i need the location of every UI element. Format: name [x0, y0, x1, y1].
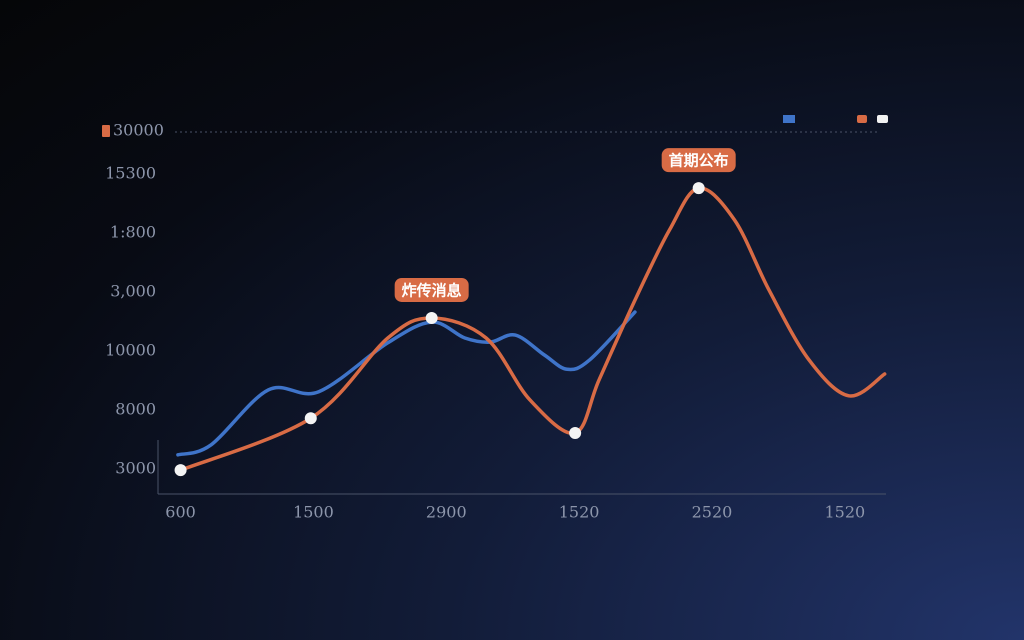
legend-swatch — [102, 125, 110, 137]
annotation-box — [394, 277, 469, 302]
series-line — [178, 186, 887, 472]
point-marker — [569, 427, 582, 440]
x-tick-label: 600 — [165, 503, 196, 522]
y-tick-label: 1:800 — [110, 223, 156, 242]
x-tick-label: 2900 — [426, 503, 467, 522]
y-tick-label: 8000 — [115, 400, 156, 419]
point-marker — [304, 412, 317, 425]
legend-swatch — [857, 115, 867, 123]
y-tick-label: 15300 — [105, 164, 156, 183]
point-marker — [174, 464, 187, 477]
x-tick-label: 2520 — [692, 503, 733, 522]
series-line — [176, 310, 637, 457]
annotation-text: 炸传消息 — [402, 281, 462, 299]
x-tick-label: 1520 — [559, 503, 600, 522]
y-tick-label: 3000 — [115, 459, 156, 478]
legend-label: 30000 — [113, 121, 164, 140]
point-marker — [425, 311, 438, 324]
y-tick-label: 10000 — [105, 341, 156, 360]
legend-swatch — [783, 115, 795, 123]
annotation: 首期公布 — [661, 148, 736, 173]
point-marker — [692, 182, 705, 195]
x-tick-label: 1500 — [293, 503, 334, 522]
legend-swatch — [877, 115, 888, 123]
y-tick-label: 3,000 — [110, 282, 156, 301]
annotation: 炸传消息 — [394, 277, 469, 302]
x-tick-label: 1520 — [824, 503, 865, 522]
annotation-box — [661, 148, 736, 173]
annotation-text: 首期公布 — [669, 152, 729, 170]
